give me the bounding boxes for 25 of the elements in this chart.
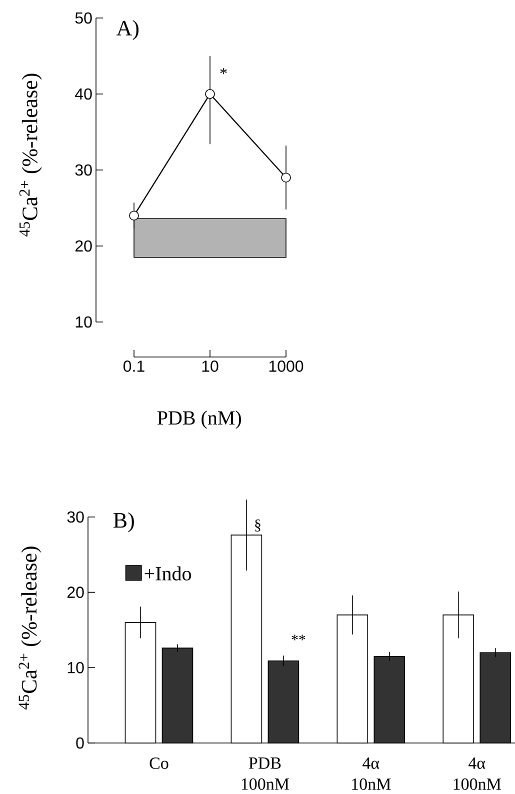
y-axis-title: $^{45}$Ca$^{2+}$ (%-release): [18, 546, 42, 710]
x-tick-label: 4α 100nM: [454, 758, 501, 790]
y-tick-label: 50: [75, 12, 92, 24]
y-tick-label: 10: [76, 316, 92, 328]
x-tick-label: Co: [150, 758, 168, 769]
x-tick-label: 1000: [269, 360, 304, 372]
annotation: *: [220, 68, 227, 74]
annotation: **: [292, 634, 306, 640]
x-tick-label: 4α 10nM: [352, 758, 391, 790]
x-tick-label: 0.1: [124, 360, 144, 372]
chart-title: B): [114, 512, 134, 532]
y-tick-label: 20: [75, 240, 92, 252]
y-tick-label: 20: [67, 586, 84, 598]
chart-title: A): [116, 20, 138, 40]
y-tick-label: 40: [75, 88, 92, 100]
legend-label: +Indo: [144, 566, 191, 580]
x-axis-title: PDB (nM): [157, 410, 241, 429]
annotation: §: [255, 520, 260, 532]
y-axis-title: $^{45}$Ca$^{2+}$ (%-release): [19, 74, 42, 237]
x-tick-label: 10: [202, 360, 218, 372]
y-tick-label: 10: [68, 662, 84, 674]
y-tick-label: 30: [67, 511, 84, 523]
y-tick-label: 0: [76, 737, 84, 749]
y-tick-label: 30: [75, 164, 92, 176]
x-tick-label: PDB 100nM: [242, 758, 290, 790]
